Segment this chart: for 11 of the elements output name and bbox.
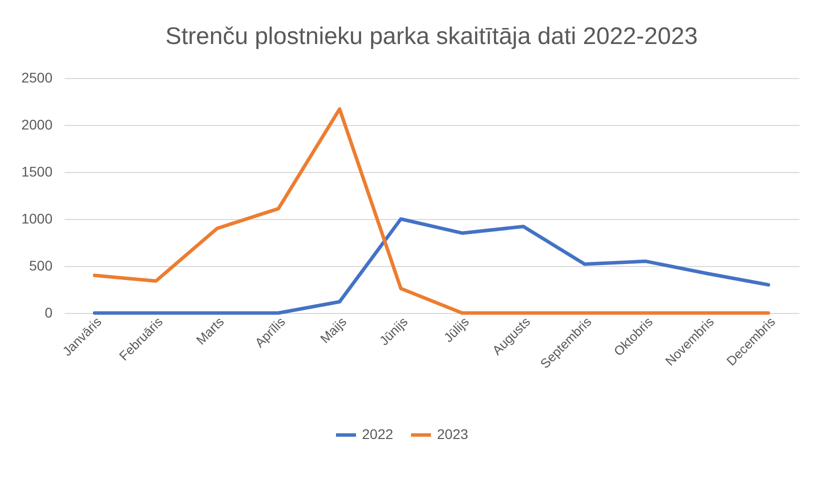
y-tick-label: 0 — [44, 304, 53, 320]
legend-label: 2022 — [362, 426, 394, 442]
chart-title: Strenču plostnieku parka skaitītāja dati 2022-2023 — [165, 23, 698, 50]
y-tick-label: 500 — [29, 258, 53, 274]
y-tick-label: 2000 — [21, 116, 53, 132]
line-series — [92, 107, 770, 315]
y-tick-label: 2500 — [21, 70, 53, 86]
line-series — [92, 217, 770, 315]
y-tick-label: 1000 — [21, 210, 53, 226]
legend-label: 2023 — [437, 426, 468, 442]
y-tick-label: 1500 — [21, 164, 53, 180]
